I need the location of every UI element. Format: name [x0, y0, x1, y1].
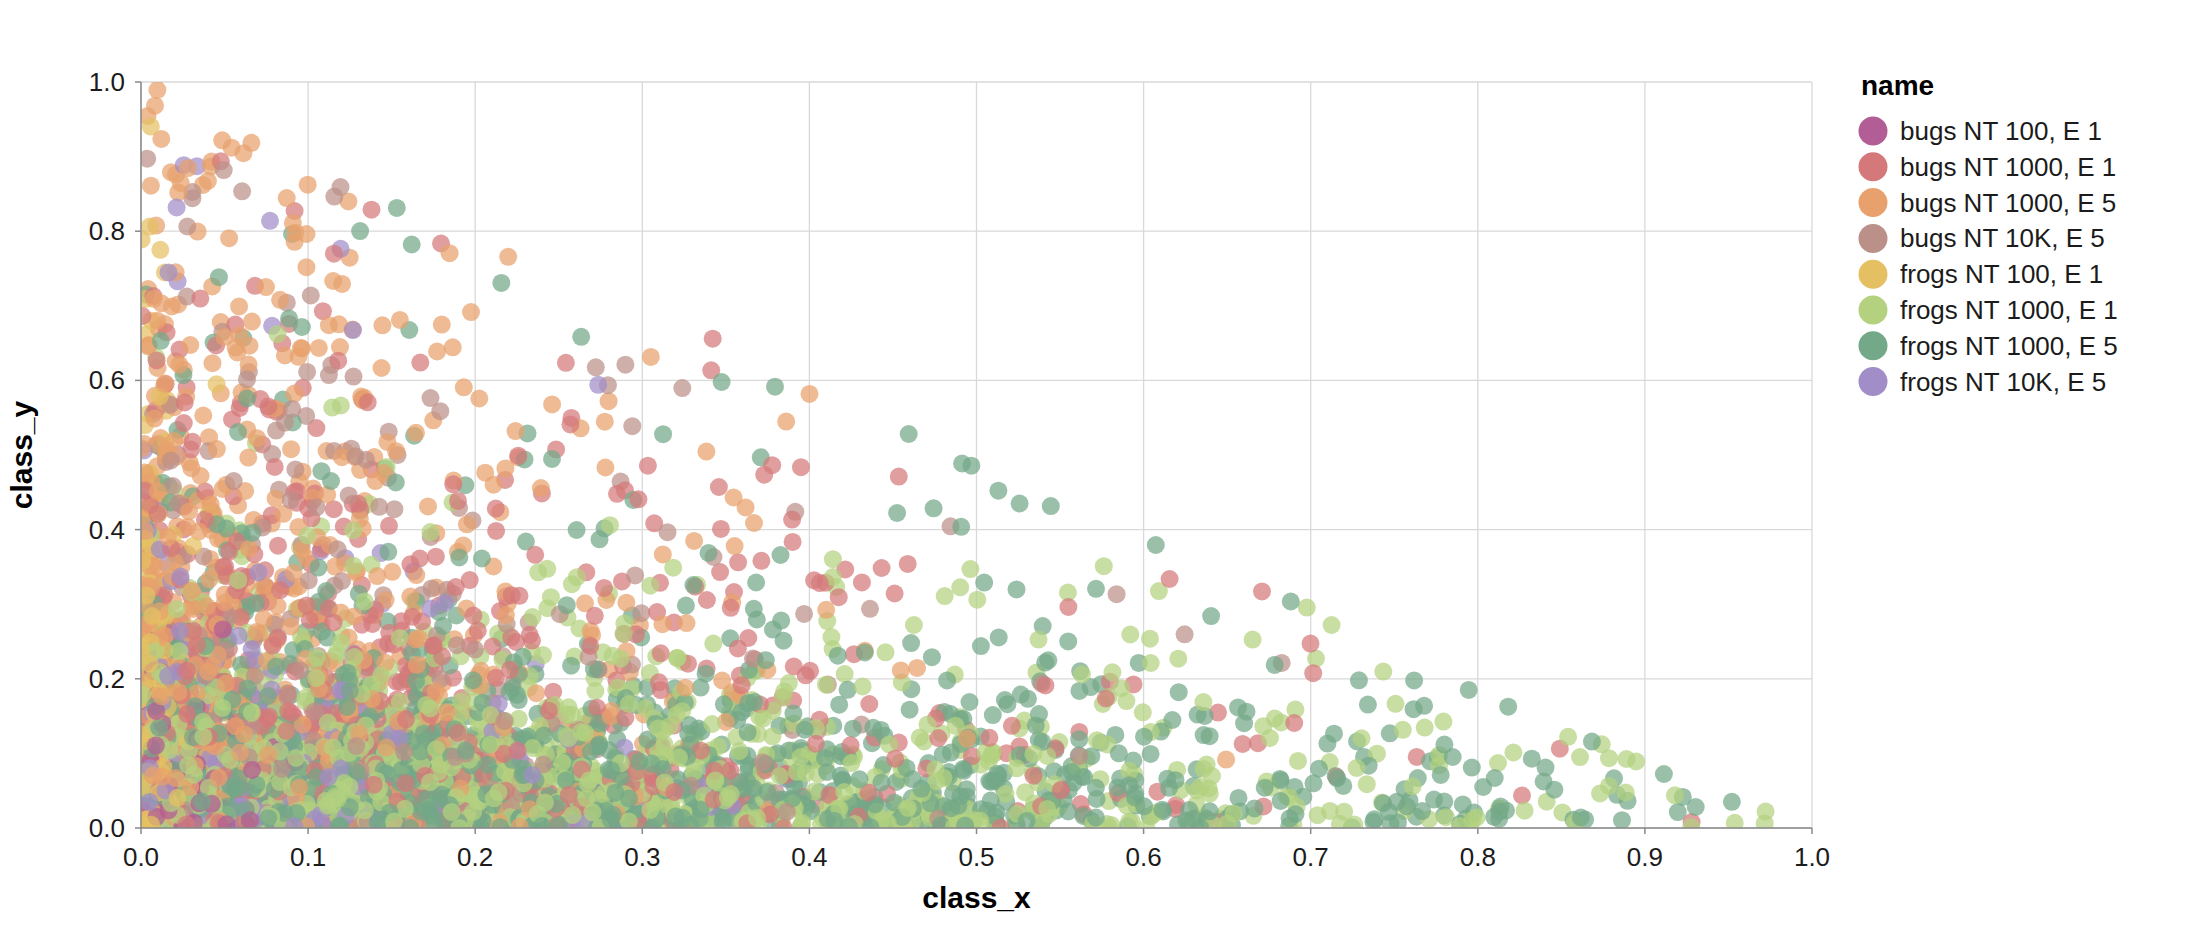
svg-text:name: name: [1861, 70, 1934, 101]
svg-text:0.7: 0.7: [1293, 842, 1329, 872]
svg-text:0.0: 0.0: [89, 813, 125, 843]
svg-text:0.6: 0.6: [89, 365, 125, 395]
svg-text:class_y: class_y: [5, 400, 38, 509]
svg-text:bugs NT 10K, E 5: bugs NT 10K, E 5: [1900, 223, 2105, 253]
svg-text:0.4: 0.4: [791, 842, 827, 872]
svg-text:frogs NT 1000, E 5: frogs NT 1000, E 5: [1900, 331, 2118, 361]
svg-text:0.0: 0.0: [123, 842, 159, 872]
svg-text:0.2: 0.2: [89, 664, 125, 694]
svg-text:0.9: 0.9: [1627, 842, 1663, 872]
svg-text:frogs NT 10K, E 5: frogs NT 10K, E 5: [1900, 367, 2106, 397]
svg-text:frogs NT 100, E 1: frogs NT 100, E 1: [1900, 259, 2103, 289]
svg-text:class_x: class_x: [922, 881, 1031, 914]
svg-text:0.5: 0.5: [958, 842, 994, 872]
svg-text:0.2: 0.2: [457, 842, 493, 872]
svg-text:1.0: 1.0: [1794, 842, 1830, 872]
svg-text:bugs NT 100, E 1: bugs NT 100, E 1: [1900, 116, 2102, 146]
svg-text:0.6: 0.6: [1126, 842, 1162, 872]
svg-text:0.8: 0.8: [89, 216, 125, 246]
svg-text:frogs NT 1000, E 1: frogs NT 1000, E 1: [1900, 295, 2118, 325]
svg-text:0.4: 0.4: [89, 515, 125, 545]
svg-text:1.0: 1.0: [89, 67, 125, 97]
svg-text:0.1: 0.1: [290, 842, 326, 872]
svg-text:bugs NT 1000, E 5: bugs NT 1000, E 5: [1900, 188, 2116, 218]
svg-text:0.8: 0.8: [1460, 842, 1496, 872]
svg-text:bugs NT 1000, E 1: bugs NT 1000, E 1: [1900, 152, 2116, 182]
svg-text:0.3: 0.3: [624, 842, 660, 872]
